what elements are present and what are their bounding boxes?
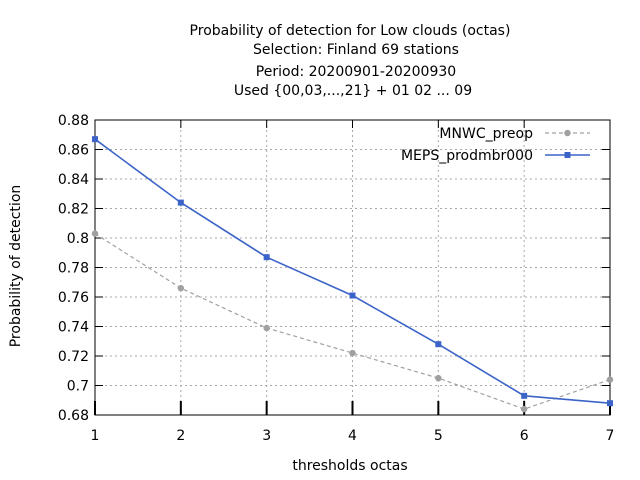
y-tick-label-9: 0.86	[58, 143, 89, 159]
series-0-point-0	[91, 230, 99, 237]
plot-frame	[94, 119, 611, 416]
series-1-point-0	[92, 136, 98, 143]
series-1-point-5	[521, 392, 528, 399]
chart-title-block: Probability of detection for Low clouds …	[190, 23, 511, 99]
legend-marker-1	[564, 152, 571, 158]
x-tick-label-6: 7	[606, 428, 615, 444]
series-1-point-2	[263, 254, 270, 261]
y-tick-label-4: 0.76	[58, 290, 89, 306]
chart-title-line-4: Used {00,03,...,21} + 01 02 ... 09	[234, 83, 472, 99]
grid	[95, 120, 610, 415]
x-tick-label-3: 4	[348, 428, 357, 444]
axes: 0.68 0.7 0.72 0.74 0.76 0.78 0.8 0.82 0.84 0.86 0.…	[58, 113, 615, 444]
series-0-point-4	[435, 374, 442, 382]
series-0-point-6	[606, 376, 614, 383]
series-1-point-4	[435, 341, 442, 348]
y-tick-label-10: 0.88	[58, 113, 89, 129]
series-group	[91, 136, 614, 413]
y-tick-label-6: 0.8	[67, 231, 89, 247]
legend-label-1: MEPS_prodmbr000	[401, 148, 533, 164]
x-tick-label-0: 1	[91, 428, 100, 444]
legend-label-0: MNWC_preop	[439, 126, 533, 142]
chart-title-line-1: Probability of detection for Low clouds …	[190, 23, 511, 39]
series-0-point-1	[177, 284, 185, 292]
series-1-point-3	[349, 292, 356, 299]
series-1-point-6	[607, 400, 613, 407]
legend-marker-0	[564, 129, 571, 137]
series-0-point-2	[263, 324, 270, 332]
chart-title-line-2: Selection: Finland 69 stations	[253, 42, 459, 58]
y-tick-label-1: 0.7	[67, 379, 89, 395]
y-tick-label-3: 0.74	[58, 320, 89, 336]
y-tick-label-0: 0.68	[58, 408, 89, 424]
x-tick-label-4: 5	[434, 428, 443, 444]
y-tick-label-2: 0.72	[58, 349, 89, 365]
x-tick-label-2: 3	[262, 428, 271, 444]
y-tick-label-8: 0.84	[58, 172, 89, 188]
x-tick-label-5: 6	[520, 428, 529, 444]
legend: MNWC_preop MEPS_prodmbr000	[401, 126, 590, 164]
chart-title-line-3: Period: 20200901-20200930	[256, 64, 456, 80]
x-tick-label-1: 2	[176, 428, 185, 444]
y-tick-label-7: 0.82	[58, 202, 89, 218]
y-tick-label-5: 0.78	[58, 261, 89, 277]
series-0-point-5	[520, 405, 528, 413]
x-axis-label: thresholds octas	[292, 458, 407, 474]
y-axis-label: Probability of detection	[8, 185, 24, 348]
series-0-point-3	[349, 349, 356, 357]
series-1-point-1	[177, 199, 184, 206]
